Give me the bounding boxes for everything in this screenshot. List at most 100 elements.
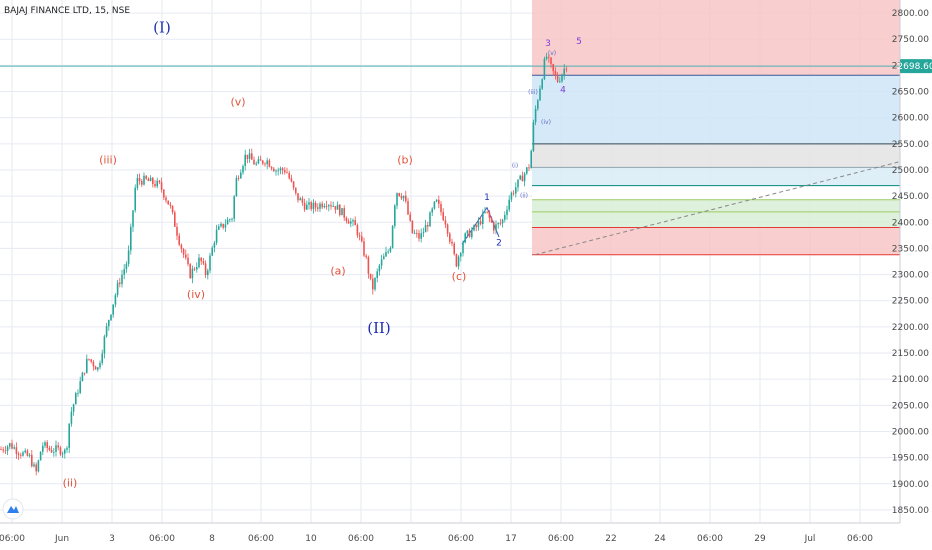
candle-body: [81, 372, 84, 382]
candle-body: [504, 215, 506, 220]
candle-body: [178, 235, 180, 245]
candle-body: [26, 450, 29, 456]
time-tick-label: 06:00: [248, 534, 274, 544]
price-tick-label: 1850.00: [892, 506, 929, 516]
candle-body: [545, 56, 548, 59]
candle-body: [37, 460, 40, 472]
candle-body: [286, 172, 288, 174]
candle-body: [290, 178, 293, 182]
candle-body: [435, 199, 438, 202]
candle-body: [57, 445, 59, 448]
candle-body: [103, 336, 106, 354]
candle-body: [50, 449, 53, 453]
candle-body: [479, 221, 482, 225]
candle-body: [189, 264, 191, 279]
candle-body: [160, 182, 163, 190]
price-axis[interactable]: 1850.00 1900.00 1950.00 2000.00 2050.00 2100.…: [892, 0, 932, 523]
candle-body: [237, 177, 240, 179]
candle-body: [484, 211, 486, 213]
candle-body: [411, 220, 414, 234]
candle-body: [438, 199, 440, 204]
candle-body: [31, 454, 33, 467]
fibonacci-zones: [532, 0, 900, 255]
wave-label: (ii): [63, 476, 78, 489]
time-tick-label: Jun: [54, 534, 69, 544]
candle-body: [180, 244, 183, 250]
candle-body: [387, 251, 389, 253]
tradingview-logo[interactable]: [2, 498, 24, 520]
candle-body: [90, 359, 92, 362]
candle-body: [240, 172, 242, 179]
candle-body: [127, 250, 130, 264]
candle-body: [486, 211, 488, 213]
candle-body: [59, 447, 62, 455]
wave-label: 1: [484, 193, 490, 203]
candle-body: [97, 367, 99, 370]
time-tick-label: 06:00: [149, 534, 175, 544]
candle-body: [317, 207, 319, 209]
candle-body: [141, 180, 143, 185]
price-tick-label: 2750.00: [892, 35, 929, 45]
price-tick-label: 2800.00: [892, 9, 929, 19]
candle-body: [94, 366, 97, 370]
candle-body: [130, 226, 132, 251]
time-tick-label: 06:00: [697, 534, 723, 544]
candle-body: [284, 170, 286, 173]
candle-body: [301, 198, 304, 203]
candle-body: [358, 235, 361, 237]
candle-body: [35, 464, 37, 472]
candle-body: [356, 225, 359, 236]
candle-body: [462, 242, 464, 254]
time-tick-label: 06:00: [847, 534, 873, 544]
candle-body: [24, 450, 26, 453]
wave-label: (I): [153, 18, 171, 36]
time-tick-label: 3: [109, 534, 115, 544]
candle-body: [253, 159, 255, 165]
candle-body: [165, 197, 167, 201]
candle-body: [418, 233, 420, 239]
candle-body: [563, 68, 565, 75]
candle-body: [499, 222, 502, 224]
candle-body: [497, 222, 499, 225]
candle-body: [176, 226, 178, 236]
candle-body: [110, 314, 112, 321]
candle-body: [222, 223, 224, 228]
candle-body: [288, 172, 290, 179]
candle-body: [292, 181, 295, 188]
candle-body: [83, 372, 86, 374]
candle-body: [273, 168, 275, 172]
candle-body: [354, 220, 356, 226]
zone-band: [532, 227, 900, 255]
candle-body: [204, 263, 207, 276]
candle-body: [152, 177, 154, 185]
candles: [0, 52, 568, 476]
candle-body: [391, 225, 394, 248]
candle-body: [482, 212, 484, 225]
wave-label: (II): [367, 319, 391, 337]
price-tick-label: 2200.00: [892, 323, 929, 333]
candle-body: [303, 202, 306, 210]
candle-body: [215, 229, 218, 243]
candle-body: [508, 199, 510, 210]
candle-body: [490, 217, 493, 223]
candle-body: [323, 206, 326, 208]
price-tick-label: 2600.00: [892, 114, 929, 124]
candle-body: [158, 180, 161, 183]
candle-body: [167, 200, 169, 205]
candle-body: [13, 447, 15, 449]
candle-body: [88, 358, 90, 360]
candle-body: [343, 208, 345, 218]
candle-body: [352, 220, 354, 222]
candle-body: [33, 464, 35, 467]
zone-band: [532, 143, 900, 168]
zone-band: [532, 167, 900, 186]
time-tick-label: 24: [654, 534, 666, 544]
candle-body: [42, 445, 44, 452]
time-axis[interactable]: 06:00 Jun 3 06:00 8 06:00 10 06:00 15 06:00 17 06:0…: [0, 522, 932, 550]
candle-body: [44, 442, 46, 446]
candle-body: [193, 268, 196, 270]
candle-body: [147, 178, 150, 182]
candle-body: [169, 204, 172, 206]
time-tick-label: 8: [209, 534, 215, 544]
